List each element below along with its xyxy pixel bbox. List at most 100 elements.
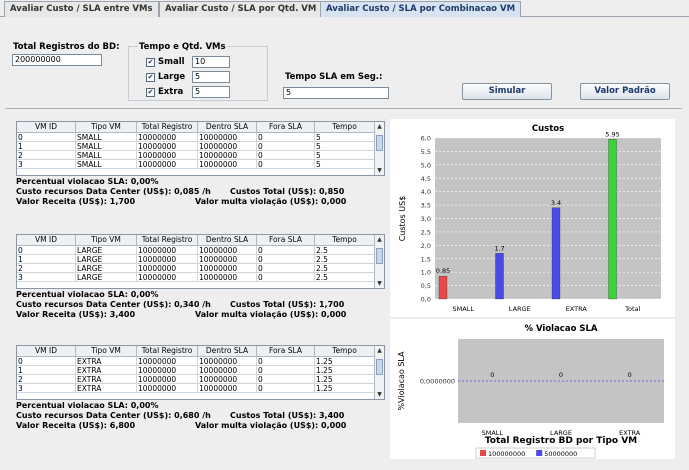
y-axis-label: Custos US$: [398, 196, 407, 242]
chart-title: % Violacao SLA: [525, 324, 598, 334]
cell: 0: [257, 264, 315, 273]
cell: EXTRA: [76, 384, 137, 393]
tab-custo-sla-por-qtd-vm[interactable]: Avaliar Custo / SLA por Qtd. VM: [159, 1, 323, 17]
valor-receita-small: Valor Receita (US$): 1,700: [16, 197, 136, 206]
valor-receita-large: Valor Receita (US$): 3,400: [16, 310, 136, 319]
table-row[interactable]: 3 SMALL 10000000 10000000 0 5: [17, 160, 375, 169]
vm-table-large[interactable]: VM ID Tipo VM Total Registro Dentro SLA …: [16, 234, 385, 289]
y-tick-label: 4,0: [421, 188, 431, 196]
cell: 10000000: [198, 366, 257, 375]
col-dentro-sla[interactable]: Dentro SLA: [198, 235, 257, 246]
col-vm-id[interactable]: VM ID: [17, 122, 76, 133]
cell: 1: [17, 255, 76, 264]
col-dentro-sla[interactable]: Dentro SLA: [198, 122, 257, 133]
col-tipo-vm[interactable]: Tipo VM: [76, 235, 137, 246]
col-tempo[interactable]: Tempo: [315, 235, 375, 246]
y-tick-label: 3,5: [421, 202, 431, 210]
large-checkbox[interactable]: ✔: [146, 73, 155, 82]
col-fora-sla[interactable]: Fora SLA: [257, 122, 315, 133]
tab-custo-sla-por-combinacao-vm[interactable]: Avaliar Custo / SLA por Combinacao VM: [320, 1, 522, 17]
scroll-down-icon[interactable]: ▼: [377, 391, 382, 398]
table-row[interactable]: 2 EXTRA 10000000 10000000 0 1.25: [17, 375, 375, 384]
plot-area: [458, 339, 664, 423]
valor-padrao-button[interactable]: Valor Padrão: [580, 83, 670, 100]
col-fora-sla[interactable]: Fora SLA: [257, 346, 315, 357]
custo-recursos-extra: Custo recursos Data Center (US$): 0,680 …: [16, 411, 211, 420]
table-row[interactable]: 1 EXTRA 10000000 10000000 0 1.25: [17, 366, 375, 375]
table-header: VM ID Tipo VM Total Registro Dentro SLA …: [17, 122, 375, 133]
vm-table-small[interactable]: VM ID Tipo VM Total Registro Dentro SLA …: [16, 121, 385, 176]
cell: 2.5: [315, 255, 375, 264]
scroll-up-icon[interactable]: ▲: [377, 347, 382, 354]
cell: 0: [17, 133, 76, 142]
cell: 0: [17, 357, 76, 366]
legend-box: [475, 447, 596, 459]
col-tipo-vm[interactable]: Tipo VM: [76, 122, 137, 133]
cell: EXTRA: [76, 375, 137, 384]
vm-table-extra[interactable]: VM ID Tipo VM Total Registro Dentro SLA …: [16, 345, 385, 400]
cell: 1.25: [315, 366, 375, 375]
vm-qty-group-title: Tempo e Qtd. VMs: [138, 42, 227, 52]
tempo-sla-input[interactable]: 5: [283, 87, 389, 99]
table-row[interactable]: 0 SMALL 10000000 10000000 0 5: [17, 133, 375, 142]
table-row[interactable]: 1 LARGE 10000000 10000000 0 2.5: [17, 255, 375, 264]
legend-swatch: [536, 450, 543, 456]
table-row[interactable]: 0 EXTRA 10000000 10000000 0 1.25: [17, 357, 375, 366]
cell: 5: [315, 133, 375, 142]
cell: 5: [315, 142, 375, 151]
table-scrollbar[interactable]: ▲ ▼: [374, 235, 384, 288]
cell: 10000000: [137, 273, 198, 282]
col-vm-id[interactable]: VM ID: [17, 235, 76, 246]
col-tempo[interactable]: Tempo: [315, 346, 375, 357]
cell: LARGE: [76, 255, 137, 264]
col-dentro-sla[interactable]: Dentro SLA: [198, 346, 257, 357]
extra-qty-input[interactable]: 5: [192, 86, 230, 98]
table-row[interactable]: 3 LARGE 10000000 10000000 0 2.5: [17, 273, 375, 282]
bar-extra: [551, 207, 561, 300]
table-header: VM ID Tipo VM Total Registro Dentro SLA …: [17, 346, 375, 357]
table-scrollbar[interactable]: ▲ ▼: [374, 122, 384, 175]
extra-checkbox[interactable]: ✔: [146, 88, 155, 97]
legend-item-label: 50000000: [544, 450, 577, 458]
small-qty-input[interactable]: 10: [192, 56, 230, 68]
col-total-registro[interactable]: Total Registro: [137, 122, 198, 133]
total-registros-input[interactable]: 200000000: [12, 54, 102, 66]
table-scrollbar[interactable]: ▲ ▼: [374, 346, 384, 399]
col-vm-id[interactable]: VM ID: [17, 346, 76, 357]
col-tempo[interactable]: Tempo: [315, 122, 375, 133]
cell: 10000000: [137, 142, 198, 151]
small-checkbox[interactable]: ✔: [146, 58, 155, 67]
violacao-sla-chart-svg: % Violacao SLA 0,0000000 %Violacao SLA 0 SMA…: [397, 324, 664, 459]
col-total-registro[interactable]: Total Registro: [137, 346, 198, 357]
simular-button[interactable]: Simular: [462, 83, 552, 100]
tab-custo-sla-entre-vms[interactable]: Avaliar Custo / SLA entre VMs: [4, 1, 159, 17]
small-label: Small: [158, 57, 185, 67]
x-tick-label: Total: [624, 305, 640, 313]
scroll-down-icon[interactable]: ▼: [377, 280, 382, 287]
col-total-registro[interactable]: Total Registro: [137, 235, 198, 246]
large-qty-input[interactable]: 5: [192, 71, 230, 83]
table-row[interactable]: 2 SMALL 10000000 10000000 0 5: [17, 151, 375, 160]
scroll-down-icon[interactable]: ▼: [377, 167, 382, 174]
cell: LARGE: [76, 264, 137, 273]
col-tipo-vm[interactable]: Tipo VM: [76, 346, 137, 357]
scroll-thumb[interactable]: [376, 248, 383, 264]
cell: 1: [17, 142, 76, 151]
violacao-sla-chart: % Violacao SLA 0,0000000 %Violacao SLA 0 SMA…: [390, 319, 675, 459]
cell: 0: [257, 255, 315, 264]
percentual-violacao-small: Percentual violacao SLA: 0,00%: [16, 177, 159, 186]
scroll-up-icon[interactable]: ▲: [377, 236, 382, 243]
table-row[interactable]: 3 EXTRA 10000000 10000000 0 1.25: [17, 384, 375, 393]
col-fora-sla[interactable]: Fora SLA: [257, 235, 315, 246]
scroll-thumb[interactable]: [376, 135, 383, 151]
percentual-violacao-large: Percentual violacao SLA: 0,00%: [16, 290, 159, 299]
cell: 0: [257, 273, 315, 282]
cell: 1: [17, 366, 76, 375]
cell: SMALL: [76, 151, 137, 160]
x-tick-label: LARGE: [509, 305, 531, 313]
scroll-thumb[interactable]: [376, 359, 383, 375]
table-row[interactable]: 0 LARGE 10000000 10000000 0 2.5: [17, 246, 375, 255]
table-row[interactable]: 2 LARGE 10000000 10000000 0 2.5: [17, 264, 375, 273]
table-row[interactable]: 1 SMALL 10000000 10000000 0 5: [17, 142, 375, 151]
scroll-up-icon[interactable]: ▲: [377, 123, 382, 130]
